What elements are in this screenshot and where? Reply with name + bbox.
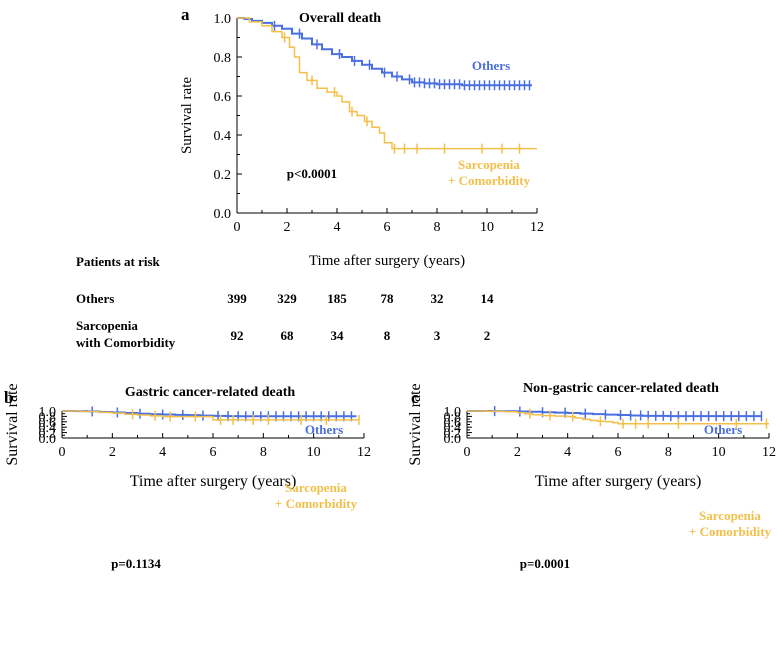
chart-title: Overall death bbox=[299, 11, 381, 26]
x-tick-label: 0 bbox=[234, 220, 241, 235]
panel-c-non-gastric-cancer-death: c Non-gastric cancer-related death 0 2 4 6 8 10… bbox=[407, 381, 776, 571]
x-tick-label: 8 bbox=[434, 220, 441, 235]
y-axis-label: Survival rate bbox=[407, 383, 424, 465]
risk-count: 68 bbox=[281, 328, 295, 343]
y-axis-label: Survival rate bbox=[4, 383, 21, 465]
y-tick-label: 0.8 bbox=[214, 51, 232, 66]
x-tick-label: 2 bbox=[284, 220, 291, 235]
x-tick-label: 0 bbox=[464, 445, 471, 460]
series-sarcopenia-comorbidity: Sarcopenia+ Comorbidity bbox=[237, 17, 537, 188]
risk-count: 3 bbox=[434, 328, 441, 343]
series-label: Others bbox=[704, 422, 742, 437]
x-tick-label: 8 bbox=[665, 445, 672, 460]
y-tick-label: 0.2 bbox=[214, 168, 232, 183]
x-tick-label: 4 bbox=[159, 445, 166, 460]
y-tick-label: 0.6 bbox=[444, 416, 462, 431]
series-others: Others bbox=[467, 406, 763, 437]
y-tick-label: 0.0 bbox=[39, 432, 57, 447]
chart-title: Non-gastric cancer-related death bbox=[523, 381, 719, 396]
series-label: Others bbox=[472, 58, 510, 73]
series-label: Sarcopenia bbox=[285, 480, 347, 495]
y-tick-label: 0.6 bbox=[39, 416, 57, 431]
risk-table-title: Patients at risk bbox=[76, 254, 161, 269]
risk-count: 32 bbox=[431, 291, 444, 306]
y-tick-label: 0.4 bbox=[39, 421, 57, 436]
x-tick-label: 6 bbox=[210, 445, 217, 460]
y-tick-label: 0.8 bbox=[444, 410, 462, 425]
risk-count: 8 bbox=[384, 328, 391, 343]
risk-row-label: with Comorbidity bbox=[76, 335, 176, 350]
x-tick-label: 2 bbox=[514, 445, 521, 460]
series-label: + Comorbidity bbox=[448, 173, 531, 188]
y-tick-label: 0.4 bbox=[214, 129, 232, 144]
x-axis-label: Time after surgery (years) bbox=[309, 253, 465, 269]
y-tick-label: 0.0 bbox=[214, 207, 232, 222]
y-tick-label: 0.2 bbox=[444, 427, 462, 442]
panel-letter: a bbox=[181, 5, 190, 24]
chart-title: Gastric cancer-related death bbox=[125, 385, 295, 400]
y-tick-label: 0.2 bbox=[39, 427, 57, 442]
risk-row-label: Sarcopenia bbox=[76, 318, 138, 333]
series-label: Sarcopenia bbox=[458, 157, 520, 172]
y-tick-label: 0.4 bbox=[444, 421, 462, 436]
x-tick-label: 10 bbox=[480, 220, 494, 235]
panel-letter: b bbox=[4, 388, 13, 407]
x-tick-label: 10 bbox=[307, 445, 321, 460]
risk-count: 2 bbox=[484, 328, 491, 343]
series-label: + Comorbidity bbox=[275, 496, 358, 511]
risk-count: 78 bbox=[381, 291, 395, 306]
x-tick-label: 2 bbox=[109, 445, 116, 460]
risk-count: 399 bbox=[227, 291, 247, 306]
x-tick-label: 12 bbox=[357, 445, 371, 460]
risk-count: 14 bbox=[481, 291, 495, 306]
p-value-annotation: p<0.0001 bbox=[287, 166, 337, 181]
series-sarcopenia-comorbidity: Sarcopenia+ Comorbidity bbox=[467, 408, 772, 539]
x-tick-label: 0 bbox=[59, 445, 66, 460]
series-label: Others bbox=[305, 422, 343, 437]
y-tick-label: 0.0 bbox=[444, 432, 462, 447]
series-label: + Comorbidity bbox=[689, 524, 772, 539]
survival-step-line bbox=[62, 410, 359, 421]
series-label: Sarcopenia bbox=[699, 508, 761, 523]
panel-a-overall-death: a Overall death 0 2 4 6 8 10 12 0.0 0.2 0.4 0.6 0.8 1.… bbox=[179, 5, 544, 269]
x-tick-label: 8 bbox=[260, 445, 267, 460]
risk-count: 185 bbox=[327, 291, 347, 306]
y-tick-label: 0.8 bbox=[39, 410, 57, 425]
survival-step-line bbox=[237, 17, 537, 150]
x-axis-label: Time after surgery (years) bbox=[535, 473, 702, 490]
x-axis-label: Time after surgery (years) bbox=[130, 473, 297, 490]
x-tick-label: 10 bbox=[712, 445, 726, 460]
series-sarcopenia-comorbidity: Sarcopenia+ Comorbidity bbox=[62, 409, 360, 511]
y-tick-label: 1.0 bbox=[39, 405, 57, 420]
risk-count: 329 bbox=[277, 291, 297, 306]
x-tick-label: 12 bbox=[762, 445, 776, 460]
risk-count: 34 bbox=[331, 328, 345, 343]
series-others: Others bbox=[62, 406, 357, 437]
series-others: Others bbox=[237, 17, 532, 91]
x-tick-label: 6 bbox=[384, 220, 391, 235]
p-value-annotation: p=0.1134 bbox=[111, 556, 161, 571]
risk-row-label: Others bbox=[76, 291, 114, 306]
y-tick-label: 1.0 bbox=[214, 12, 232, 27]
risk-row: Sarcopenia with Comorbidity 92 68 34 8 3 2 bbox=[76, 318, 490, 350]
risk-row: Others 399 329 185 78 32 14 bbox=[76, 291, 494, 306]
survival-step-line bbox=[467, 410, 769, 425]
panel-b-gastric-cancer-death: b Gastric cancer-related death 0 2 4 6 8 10 12 0.… bbox=[4, 383, 371, 571]
y-tick-label: 0.6 bbox=[214, 90, 232, 105]
x-tick-label: 4 bbox=[334, 220, 341, 235]
x-tick-label: 12 bbox=[530, 220, 544, 235]
y-tick-label: 1.0 bbox=[444, 405, 462, 420]
x-tick-label: 6 bbox=[615, 445, 622, 460]
risk-count: 92 bbox=[231, 328, 244, 343]
p-value-annotation: p=0.0001 bbox=[520, 556, 570, 571]
x-tick-label: 4 bbox=[564, 445, 571, 460]
panel-letter: c bbox=[411, 388, 419, 407]
y-axis-label: Survival rate bbox=[179, 77, 195, 154]
